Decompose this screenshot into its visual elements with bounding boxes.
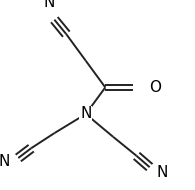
Text: O: O bbox=[149, 80, 161, 95]
Text: N: N bbox=[43, 0, 54, 10]
Text: N: N bbox=[80, 107, 91, 121]
Text: N: N bbox=[156, 165, 167, 180]
Text: N: N bbox=[0, 154, 10, 169]
